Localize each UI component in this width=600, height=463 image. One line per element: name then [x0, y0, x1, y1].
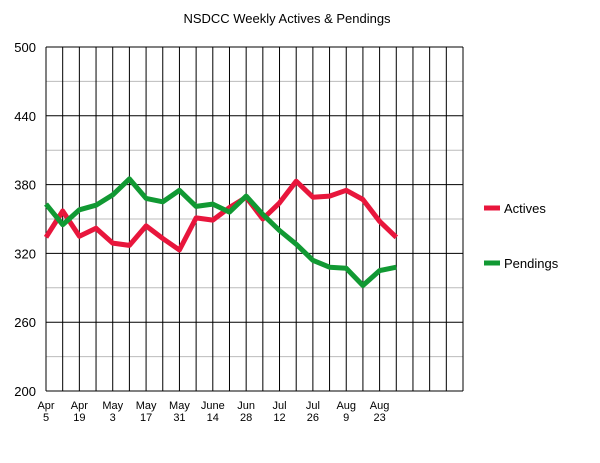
x-tick-label-month: Jul [272, 400, 286, 412]
x-tick-label-day: 14 [207, 412, 219, 424]
series-line-pendings [44, 176, 397, 288]
series-line-actives [43, 178, 399, 253]
x-tick-label-day: 9 [343, 412, 349, 424]
x-tick-label-day: 31 [173, 412, 185, 424]
x-tick-label-month: Apr [71, 400, 88, 412]
y-tick-label: 440 [14, 109, 36, 124]
y-tick-label: 380 [14, 178, 36, 193]
x-tick-label-month: May [169, 400, 190, 412]
x-tick-label-month: Jul [306, 400, 320, 412]
y-tick-label: 320 [14, 246, 36, 261]
x-tick-label-month: May [102, 400, 123, 412]
series-lines [43, 176, 399, 288]
x-tick-label-day: 17 [140, 412, 152, 424]
legend-label-actives: Actives [504, 201, 546, 216]
x-tick-label-day: 5 [43, 412, 49, 424]
x-tick-label-month: June [201, 400, 225, 412]
x-tick-label-month: Apr [37, 400, 54, 412]
y-axis: 200 260 320 380 440 500 [14, 40, 36, 399]
x-tick-label-day: 23 [373, 412, 385, 424]
x-tick-label-month: May [136, 400, 157, 412]
x-axis: Apr5Apr19May3May17May31June14Jun28Jul12J… [37, 400, 389, 424]
x-tick-label-month: Aug [336, 400, 356, 412]
x-tick-label-day: 3 [110, 412, 116, 424]
y-tick-label: 200 [14, 384, 36, 399]
x-tick-label-day: 12 [273, 412, 285, 424]
x-tick-label-day: 28 [240, 412, 252, 424]
y-tick-label: 260 [14, 315, 36, 330]
x-tick-label-month: Jun [237, 400, 255, 412]
grid [45, 46, 464, 392]
x-tick-label-month: Aug [370, 400, 390, 412]
x-tick-label-day: 19 [73, 412, 85, 424]
x-tick-label-day: 26 [307, 412, 319, 424]
legend: Actives Pendings [484, 201, 559, 271]
y-tick-label: 500 [14, 40, 36, 55]
legend-label-pendings: Pendings [504, 256, 559, 271]
chart-title: NSDCC Weekly Actives & Pendings [183, 11, 391, 26]
